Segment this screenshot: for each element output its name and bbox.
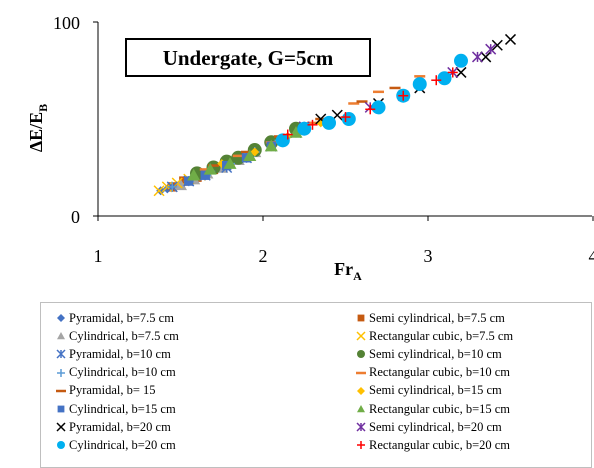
data-point: [398, 90, 409, 101]
legend-label: Rectangular cubic, b=15 cm: [369, 401, 511, 416]
data-point: [307, 119, 318, 130]
legend-item: Rectangular cubic, b=10 cm: [331, 364, 593, 382]
axis-ticks: 1 2 3 4 0 100: [53, 13, 594, 266]
data-point: [341, 112, 356, 126]
legend-item: Semi cylindrical, b=10 cm: [331, 345, 593, 363]
legend-label: Pyramidal, b=20 cm: [69, 419, 171, 434]
legend-item: Rectangular cubic, b=20 cm: [331, 436, 593, 454]
legend-symbol: [57, 332, 65, 340]
data-point: [412, 77, 427, 92]
data-point: [223, 157, 237, 169]
legend-item: Rectangular cubic, b=7.5 cm: [331, 327, 593, 345]
legend-item: Semi cylindrical, b=20 cm: [331, 418, 593, 436]
legend-label: Cylindrical, b=20 cm: [69, 437, 176, 452]
data-point: [187, 168, 201, 181]
data-point: [167, 181, 178, 192]
legend-item: Cylindrical, b=20 cm: [41, 436, 331, 454]
data-point: [485, 43, 497, 55]
plot-area: [97, 22, 592, 217]
data-point: [340, 112, 351, 123]
legend-symbol: [357, 350, 365, 359]
legend-symbol: [56, 422, 66, 432]
series-14: [275, 53, 468, 148]
legend-symbol: [357, 314, 365, 322]
legend-label: Pyramidal, b=7.5 cm: [69, 310, 174, 325]
legend-item: Pyramidal, b=7.5 cm: [41, 309, 331, 327]
legend-symbol: [356, 371, 366, 374]
y-axis-label: ΔE/EB: [26, 104, 50, 152]
data-point: [282, 129, 293, 140]
legend-item: Cylindrical, b=10 cm: [41, 364, 331, 382]
data-point: [184, 176, 194, 186]
legend-symbol: [357, 441, 365, 450]
data-point: [200, 170, 210, 180]
legend-label: Pyramidal, b= 15: [69, 383, 156, 398]
legend-item: Cylindrical, b=7.5 cm: [41, 327, 331, 345]
data-point: [297, 121, 312, 136]
data-point: [371, 100, 386, 115]
data-point: [447, 67, 458, 78]
legend-item: Pyramidal, b=20 cm: [41, 418, 331, 436]
scatter-chart: 1 2 3 4 0 100 Undergate, G=5cm FrA ΔE/EB: [26, 13, 594, 283]
legend-label: Cylindrical, b=10 cm: [69, 365, 176, 380]
legend-item: Rectangular cubic, b=15 cm: [331, 400, 593, 418]
chart-legend: Pyramidal, b=7.5 cm Semi cylindrical, b=7…: [40, 302, 592, 468]
legend-item: Pyramidal, b= 15: [41, 382, 331, 400]
series-15: [282, 67, 458, 140]
data-point: [437, 71, 452, 86]
legend-symbol: [357, 386, 365, 395]
legend-grid: Pyramidal, b=7.5 cm Semi cylindrical, b=7…: [41, 309, 591, 455]
legend-symbol: [57, 368, 65, 377]
x-tick-label: 3: [424, 246, 433, 266]
legend-label: Cylindrical, b=7.5 cm: [69, 328, 179, 343]
legend-label: Rectangular cubic, b=20 cm: [369, 437, 511, 452]
annotation-box: Undergate, G=5cm: [125, 38, 371, 77]
y-tick-label: 100: [53, 13, 80, 33]
legend-item: Cylindrical, b=15 cm: [41, 400, 331, 418]
data-point: [455, 66, 467, 78]
legend-item: Semi cylindrical, b=15 cm: [331, 382, 593, 400]
legend-label: Cylindrical, b=15 cm: [69, 401, 176, 416]
legend-label: Semi cylindrical, b=7.5 cm: [369, 310, 505, 325]
legend-label: Semi cylindrical, b=20 cm: [369, 419, 502, 434]
legend-label: Rectangular cubic, b=10 cm: [369, 365, 511, 380]
legend-item: Semi cylindrical, b=7.5 cm: [331, 309, 593, 327]
legend-symbol: [57, 314, 65, 323]
data-point: [153, 185, 165, 197]
legend-symbol: [356, 331, 366, 341]
data-point: [431, 75, 442, 86]
data-point: [203, 162, 217, 175]
legend-symbol: [57, 441, 65, 450]
data-point: [322, 115, 336, 130]
legend-label: Rectangular cubic, b=7.5 cm: [369, 328, 514, 343]
legend-symbol: [357, 405, 365, 413]
legend-symbol: [57, 405, 65, 413]
legend-label: Semi cylindrical, b=15 cm: [369, 383, 502, 398]
y-tick-label: 0: [71, 207, 80, 227]
x-tick-label: 2: [259, 246, 268, 266]
legend-symbol: [356, 422, 366, 432]
data-point: [504, 33, 517, 45]
data-point: [275, 133, 290, 148]
legend-label: Pyramidal, b=10 cm: [69, 346, 171, 361]
x-axis-label: FrA: [334, 259, 362, 283]
data-point: [243, 149, 257, 162]
data-point: [491, 39, 503, 51]
data-point: [231, 150, 246, 165]
data-point: [365, 104, 376, 115]
data-point: [471, 51, 484, 63]
legend-label: Semi cylindrical, b=10 cm: [369, 346, 502, 361]
data-point: [264, 139, 278, 152]
data-point: [454, 53, 468, 68]
legend-symbol: [56, 349, 66, 359]
legend-symbol: [56, 389, 66, 393]
data-points: [153, 33, 517, 197]
x-tick-label: 4: [589, 246, 594, 266]
series-11: [187, 126, 303, 181]
legend-item: Pyramidal, b=10 cm: [41, 345, 331, 363]
data-point: [156, 186, 166, 196]
data-point: [480, 51, 492, 63]
x-tick-label: 1: [94, 246, 103, 266]
annotation-text: Undergate, G=5cm: [163, 46, 334, 70]
